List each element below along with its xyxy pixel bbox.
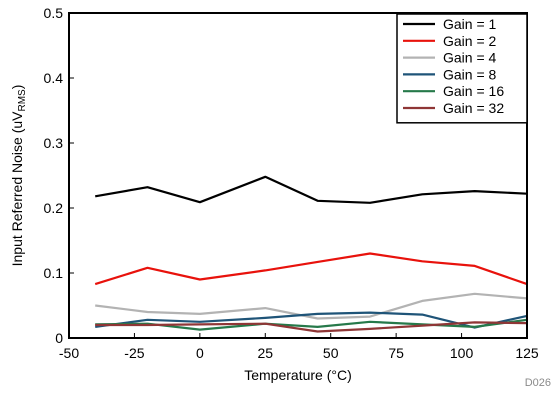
x-tick-label: -50 — [59, 345, 79, 361]
series-line-2 — [94, 252, 528, 286]
axis-ticks: -50 -25 0 25 50 75 100 125 0 0.1 0.2 0.3 0.4 0.5 — [44, 5, 539, 361]
y-axis-label-close: ) — [9, 85, 25, 90]
x-axis-label: Temperature (°C) — [244, 367, 352, 383]
x-tick-label: -25 — [124, 345, 144, 361]
legend-box — [396, 13, 528, 124]
legend-label: Gain = 1 — [443, 16, 497, 32]
y-tick-label: 0.4 — [44, 70, 64, 86]
y-axis-label-subscript: RMS — [17, 89, 28, 112]
series-line-32 — [95, 321, 528, 333]
y-tick-label: 0.2 — [44, 200, 64, 216]
legend-label: Gain = 4 — [443, 50, 497, 66]
legend-label: Gain = 2 — [443, 33, 497, 49]
y-axis-label: Input Referred Noise (uVRMS) — [9, 85, 28, 267]
x-tick-label: 100 — [450, 345, 474, 361]
x-tick-label: 125 — [515, 345, 539, 361]
figure-id: D026 — [525, 377, 551, 389]
series-line-4 — [95, 292, 528, 320]
series-line-1 — [95, 175, 528, 204]
y-tick-label: 0.3 — [44, 135, 64, 151]
legend-label: Gain = 32 — [443, 100, 504, 116]
x-tick-label: 25 — [257, 345, 273, 361]
plot-frame — [68, 12, 528, 339]
plot-area — [94, 175, 528, 333]
legend-label: Gain = 16 — [443, 83, 504, 99]
x-tick-label: 50 — [323, 345, 339, 361]
y-tick-label: 0.5 — [44, 5, 64, 21]
y-tick-label: 0 — [55, 330, 63, 346]
legend-label: Gain = 8 — [443, 66, 497, 82]
x-tick-label: 0 — [196, 345, 204, 361]
x-tick-label: 75 — [388, 345, 404, 361]
y-tick-label: 0.1 — [44, 265, 64, 281]
y-axis-label-main: Input Referred Noise (uV — [9, 111, 25, 267]
